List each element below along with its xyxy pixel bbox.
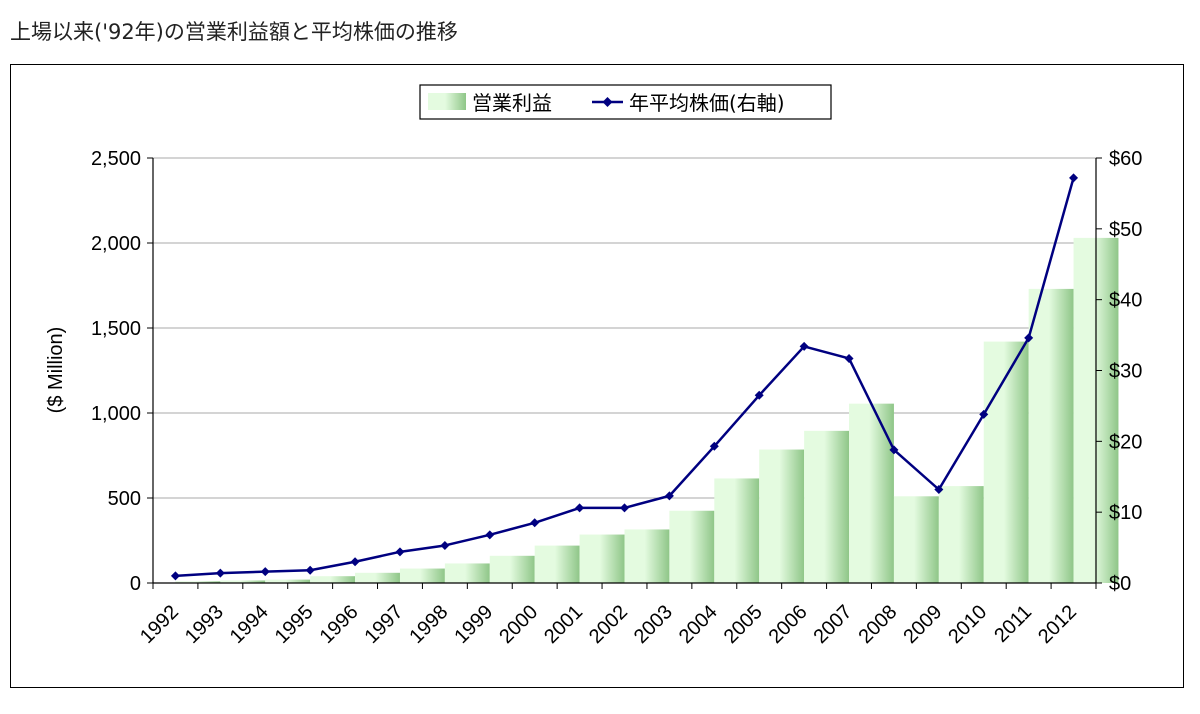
x-tick-label: 2007 bbox=[810, 601, 857, 648]
legend-swatch-bar bbox=[428, 93, 466, 110]
bar bbox=[938, 486, 984, 583]
x-tick-label: 2011 bbox=[990, 601, 1036, 647]
bar bbox=[893, 496, 939, 583]
y-axis-label: ($ Million) bbox=[45, 327, 67, 414]
bar bbox=[355, 572, 400, 583]
price-marker bbox=[709, 441, 719, 451]
price-marker bbox=[485, 530, 495, 540]
price-marker bbox=[1069, 173, 1079, 183]
bar bbox=[714, 478, 760, 583]
x-tick-label: 1999 bbox=[450, 601, 497, 648]
bar bbox=[175, 581, 221, 583]
x-tick-label: 2008 bbox=[854, 601, 901, 648]
price-marker bbox=[530, 518, 540, 528]
price-marker bbox=[889, 445, 899, 455]
price-marker bbox=[664, 491, 674, 501]
y-tick-label: 2,000 bbox=[91, 233, 141, 255]
y2-tick-label: $40 bbox=[1109, 290, 1142, 312]
x-tick-label: 2006 bbox=[765, 601, 812, 648]
y2-tick-label: $0 bbox=[1109, 573, 1131, 595]
price-marker bbox=[395, 547, 405, 557]
legend-label-line: 年平均株価(右軸) bbox=[629, 91, 785, 115]
price-marker bbox=[934, 485, 944, 494]
bar bbox=[534, 545, 580, 583]
x-tick-label: 1997 bbox=[360, 601, 407, 648]
page-title: 上場以来('92年)の営業利益額と平均株価の推移 bbox=[10, 20, 458, 44]
y-tick-label: 1,000 bbox=[91, 403, 141, 425]
x-tick-label: 2010 bbox=[944, 601, 991, 648]
y-tick-label: 1,500 bbox=[91, 318, 141, 340]
line-series bbox=[170, 173, 1079, 581]
x-tick-label: 1996 bbox=[316, 601, 363, 648]
legend-label-bar: 営業利益 bbox=[472, 91, 552, 115]
bar bbox=[669, 510, 715, 583]
bar bbox=[804, 430, 850, 583]
y2-tick-label: $60 bbox=[1109, 148, 1142, 170]
bar bbox=[444, 563, 490, 583]
bar bbox=[489, 555, 535, 583]
y-tick-label: 0 bbox=[130, 573, 141, 595]
price-marker bbox=[260, 567, 270, 577]
y2-tick-label: $10 bbox=[1109, 502, 1142, 524]
x-tick-label: 2005 bbox=[720, 601, 767, 648]
price-marker bbox=[799, 341, 809, 351]
price-marker bbox=[1024, 333, 1034, 343]
y-tick-label: 2,500 bbox=[91, 148, 141, 170]
price-marker bbox=[170, 571, 180, 581]
y2-tick-label: $20 bbox=[1109, 431, 1142, 453]
bar bbox=[579, 534, 625, 583]
price-marker bbox=[350, 557, 360, 567]
x-tick-label: 1994 bbox=[226, 601, 273, 648]
price-marker bbox=[305, 565, 315, 575]
bar bbox=[849, 403, 894, 583]
bar bbox=[983, 341, 1029, 583]
x-tick-label: 1992 bbox=[136, 601, 183, 648]
x-tick-label: 2012 bbox=[1034, 601, 1081, 648]
bar bbox=[624, 529, 670, 583]
legend-marker bbox=[602, 97, 613, 107]
x-tick-label: 1995 bbox=[271, 601, 318, 648]
bar bbox=[220, 580, 266, 583]
x-tick-label: 1998 bbox=[405, 601, 452, 648]
bar bbox=[310, 576, 356, 583]
bar bbox=[759, 449, 805, 583]
bar bbox=[265, 579, 311, 583]
price-marker bbox=[979, 409, 989, 419]
price-marker bbox=[844, 353, 854, 363]
x-tick-label: 2002 bbox=[585, 601, 632, 648]
x-tick-label: 2009 bbox=[899, 601, 946, 648]
x-tick-label: 2003 bbox=[630, 601, 677, 648]
y2-tick-label: $50 bbox=[1109, 219, 1142, 241]
axes bbox=[147, 157, 1102, 589]
x-tick-label: 2000 bbox=[495, 601, 542, 648]
bar bbox=[399, 568, 445, 583]
price-marker bbox=[440, 540, 450, 550]
price-marker bbox=[575, 503, 585, 513]
y2-tick-label: $30 bbox=[1109, 361, 1142, 383]
price-marker bbox=[215, 568, 225, 578]
legend: 営業利益 年平均株価(右軸) bbox=[419, 84, 832, 120]
x-tick-label: 2004 bbox=[675, 601, 722, 648]
price-marker bbox=[754, 390, 764, 400]
x-tick-label: 2001 bbox=[540, 601, 587, 648]
bar-series bbox=[175, 237, 1119, 583]
price-marker bbox=[620, 503, 629, 513]
gridlines bbox=[153, 157, 1096, 499]
y-tick-label: 500 bbox=[108, 488, 141, 510]
bar bbox=[1028, 288, 1074, 583]
x-tick-label: 1993 bbox=[181, 601, 228, 648]
